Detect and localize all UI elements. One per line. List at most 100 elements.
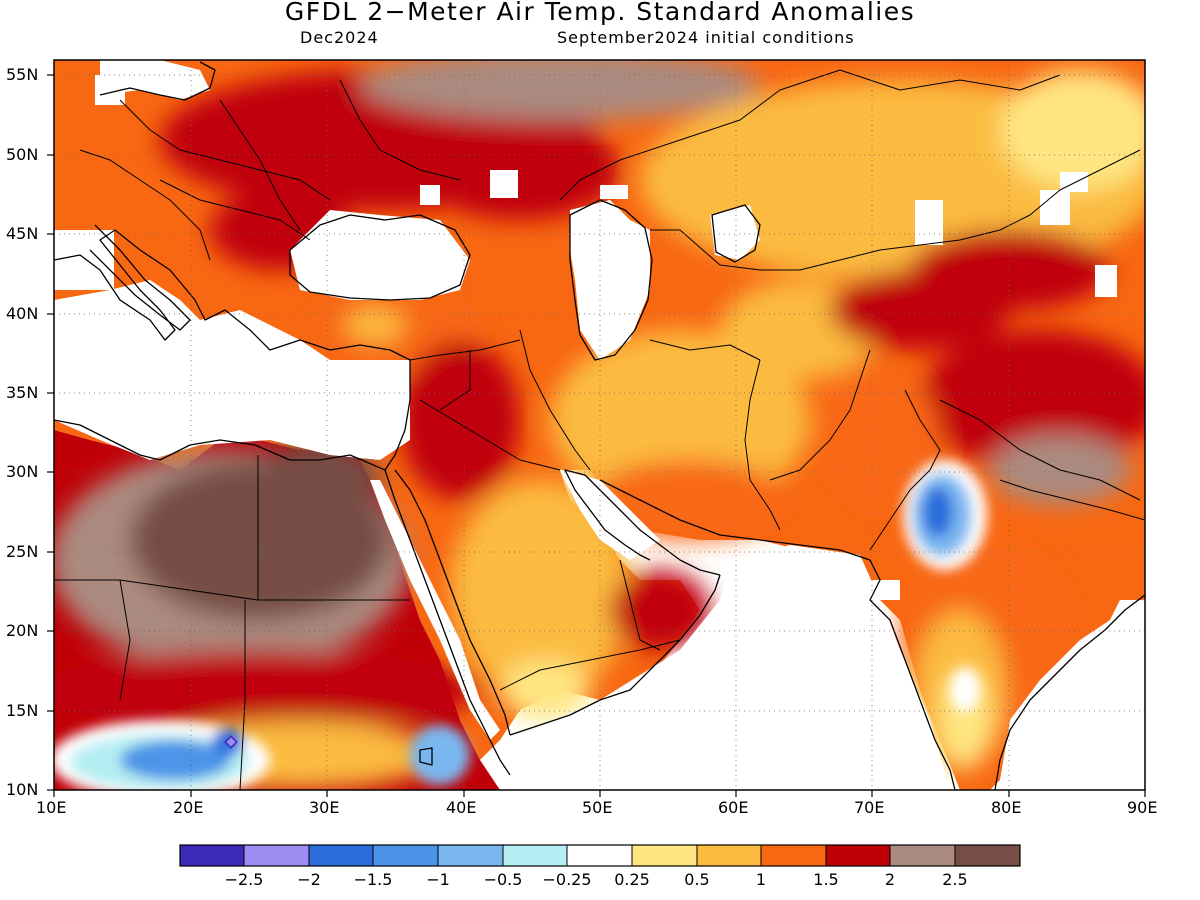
border-europe-2 — [159, 179, 311, 241]
lat-tick-label: 20N — [6, 621, 39, 640]
coastline-italy — [89, 224, 191, 331]
red-sea — [370, 480, 500, 740]
coastline-persian-gulf — [564, 469, 721, 576]
border-turkey-syria — [409, 339, 521, 361]
coastline-baltic — [99, 61, 216, 101]
coastline-arabia-south — [509, 574, 721, 736]
coastline-red-sea-west — [384, 469, 511, 776]
patch-mongolia — [1000, 70, 1145, 190]
border-chad-sudan — [239, 600, 246, 791]
coastline-mediterranean-north — [53, 229, 411, 361]
lon-tick-label: 70E — [854, 798, 885, 817]
bay-of-bengal — [1000, 600, 1145, 790]
colorbar-label: 2 — [884, 870, 896, 889]
coastline-north-africa — [53, 419, 386, 471]
lat-tick-label: 10N — [6, 780, 39, 799]
lat-tick-label: 30N — [6, 462, 39, 481]
colorbar-label: 0.5 — [684, 870, 710, 889]
border-kazakh-south — [650, 214, 1031, 271]
lon-tick-label: 30E — [309, 798, 340, 817]
cold-anomaly-patches — [54, 460, 987, 790]
patch-turkey-center — [345, 307, 405, 343]
purple-cell — [224, 735, 238, 749]
border-kazakh-russia — [559, 69, 1061, 201]
lon-tick-label: 10E — [36, 798, 67, 817]
white-gap-4 — [915, 200, 943, 245]
coastline-black-sea — [289, 214, 471, 301]
border-europe-3 — [219, 99, 301, 231]
coastline-levant — [384, 360, 411, 471]
border-europe-1 — [119, 99, 331, 201]
border-himalaya — [999, 479, 1146, 521]
border-china-south — [939, 399, 1141, 501]
water-bodies — [54, 60, 1145, 790]
colorbar-frame — [179, 844, 1021, 867]
white-gap-3 — [420, 185, 440, 205]
lat-tick-label: 45N — [6, 224, 39, 243]
colorbar-label: −2 — [297, 870, 321, 889]
border-niger — [54, 579, 131, 701]
colorbar-swatch-13 — [955, 845, 1020, 866]
colorbar-label: 1 — [755, 870, 767, 889]
colorbar-label: 1.5 — [813, 870, 839, 889]
colorbar-swatch-7 — [567, 845, 632, 866]
white-gap-5 — [1095, 265, 1117, 297]
colorbar-label: −0.25 — [542, 870, 592, 889]
lon-tick-label: 50E — [582, 798, 613, 817]
baltic-sea — [100, 60, 210, 100]
axis-ticks — [47, 74, 1146, 797]
white-gap-2 — [600, 185, 628, 199]
persian-gulf — [560, 470, 660, 560]
black-sea — [290, 210, 470, 300]
border-china-mongolia — [1029, 149, 1141, 216]
lat-tick-label: 35N — [6, 383, 39, 402]
coastlines — [53, 61, 1146, 791]
patch-arabia — [450, 480, 630, 700]
coastline-india-west — [869, 559, 956, 791]
border-pak-india — [869, 389, 941, 551]
mediterranean-sea — [54, 280, 410, 460]
lat-tick-label: 50N — [6, 145, 39, 164]
colorbar-swatch-2 — [244, 845, 309, 866]
border-libya-chad — [119, 579, 410, 601]
lon-tick-label: 20E — [173, 798, 204, 817]
map-subtitle-initial-conditions: September2024 initial conditions — [557, 28, 855, 47]
colorbar-swatch-4 — [373, 845, 438, 866]
colorbar-label: −2.5 — [224, 870, 264, 889]
lon-tick-label: 80E — [991, 798, 1022, 817]
patch-xinjiang — [910, 230, 1110, 310]
colorbar-swatch-3 — [309, 845, 373, 866]
border-syria-iraq — [439, 350, 471, 411]
patch-oman — [610, 570, 710, 650]
border-oman-yemen — [619, 559, 661, 651]
colorbar-swatch-9 — [697, 845, 761, 866]
map-subtitle-valid-month: Dec2024 — [300, 28, 379, 47]
patch-thar-blue — [923, 487, 953, 537]
patch-iraq — [400, 340, 520, 500]
arabian-sea — [510, 545, 950, 790]
lon-tick-label: 40E — [446, 798, 477, 817]
patch-chad-blue — [120, 740, 230, 780]
patch-iran — [550, 330, 810, 510]
border-saudi-iraq — [419, 399, 561, 471]
lat-tick-label: 25N — [6, 542, 39, 561]
patch-ukraine — [420, 120, 620, 220]
coastline-aral — [711, 204, 761, 263]
colorbar-swatch-10 — [761, 845, 826, 866]
country-borders — [54, 69, 1146, 791]
coastline-red-sea-east — [394, 469, 511, 736]
grid-lines — [54, 60, 1145, 790]
aral-sea — [710, 205, 760, 260]
patch-ethiopia-cold — [410, 725, 470, 785]
colorbar-swatch-12 — [890, 845, 955, 866]
border-iran-afghan — [744, 359, 781, 531]
coastline-ethiopia-lakes — [419, 747, 433, 766]
white-gap-10 — [860, 580, 900, 600]
patch-india-south-white — [950, 668, 980, 712]
coastline-india-east — [994, 594, 1146, 791]
colorbar-label: −1 — [426, 870, 450, 889]
border-europe-4 — [339, 79, 461, 181]
lon-tick-label: 60E — [718, 798, 749, 817]
patch-yemen — [500, 660, 590, 720]
colorbar-label: −1.5 — [353, 870, 393, 889]
